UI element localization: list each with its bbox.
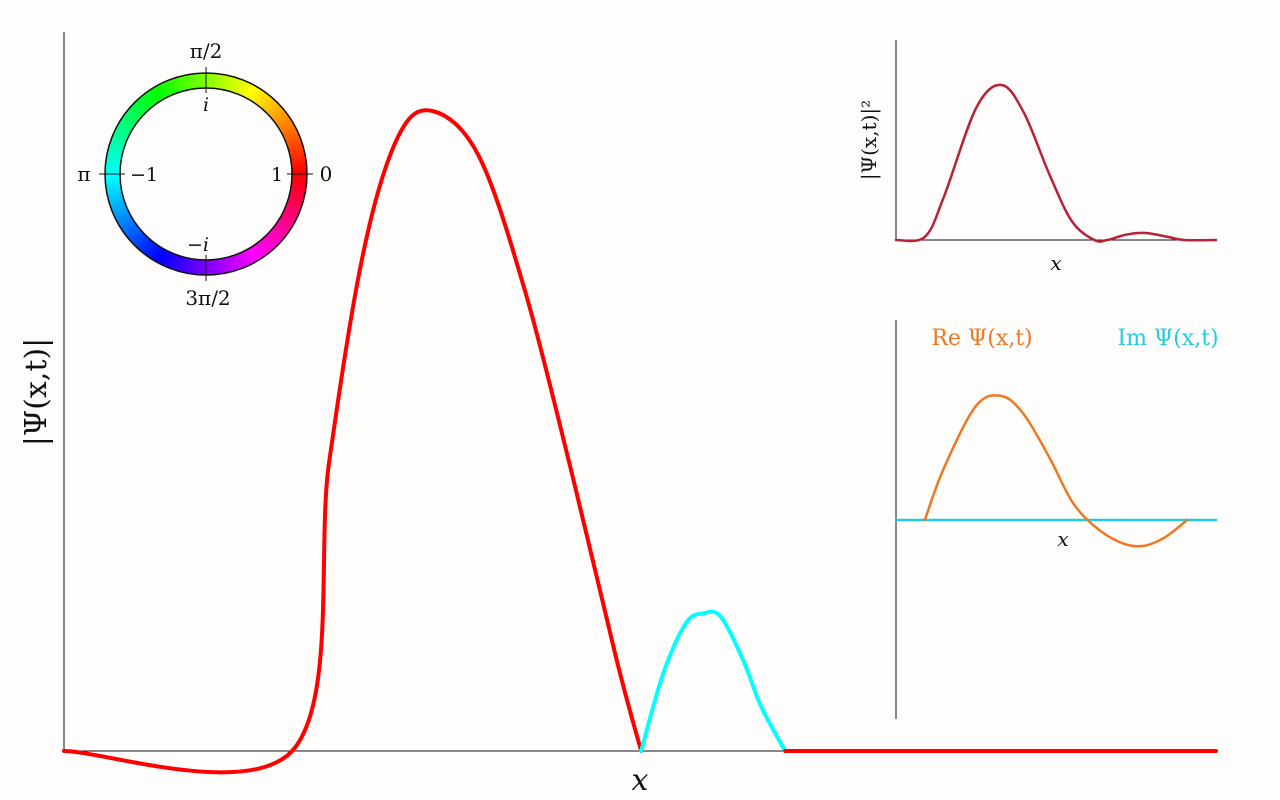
- wheel-label-top: π/2: [190, 39, 223, 63]
- main-series-line-1: [639, 609, 788, 753]
- inset-probability-density: x |Ψ(x,t)|²: [857, 40, 1218, 275]
- inset-top-x-label: x: [1050, 251, 1061, 275]
- legend-re-label: Re Ψ(x,t): [931, 326, 1032, 351]
- wheel-label-right: 0: [320, 162, 333, 186]
- main-y-label: |Ψ(x,t)|: [19, 338, 54, 446]
- wheel-inner-left: −1: [130, 164, 158, 186]
- inset-top-line-0: [894, 83, 1218, 243]
- wheel-inner-right: 1: [271, 164, 283, 186]
- inset-bottom-x-label: x: [1057, 527, 1068, 551]
- wheel-label-bottom: 3π/2: [185, 286, 230, 310]
- inset-bottom-series-group: [894, 394, 1218, 548]
- wheel-inner-bottom: −i: [187, 234, 209, 256]
- main-series-group: [62, 108, 1218, 775]
- inset-bottom-line-re: [923, 394, 1189, 548]
- main-x-label: x: [632, 763, 649, 798]
- main-plot: x |Ψ(x,t)|: [19, 32, 1218, 798]
- phase-color-wheel: π/2 3π/2 π 0 i −i −1 1: [77, 39, 332, 310]
- inset-top-series-group: [894, 83, 1218, 243]
- inset-real-imag: x Re Ψ(x,t) Im Ψ(x,t): [894, 320, 1219, 719]
- wheel-inner-top: i: [203, 94, 209, 116]
- inset-top-y-label: |Ψ(x,t)|²: [857, 100, 882, 180]
- wheel-label-left: π: [77, 162, 90, 186]
- legend-im-label: Im Ψ(x,t): [1117, 326, 1218, 351]
- main-series-line-0: [62, 108, 644, 775]
